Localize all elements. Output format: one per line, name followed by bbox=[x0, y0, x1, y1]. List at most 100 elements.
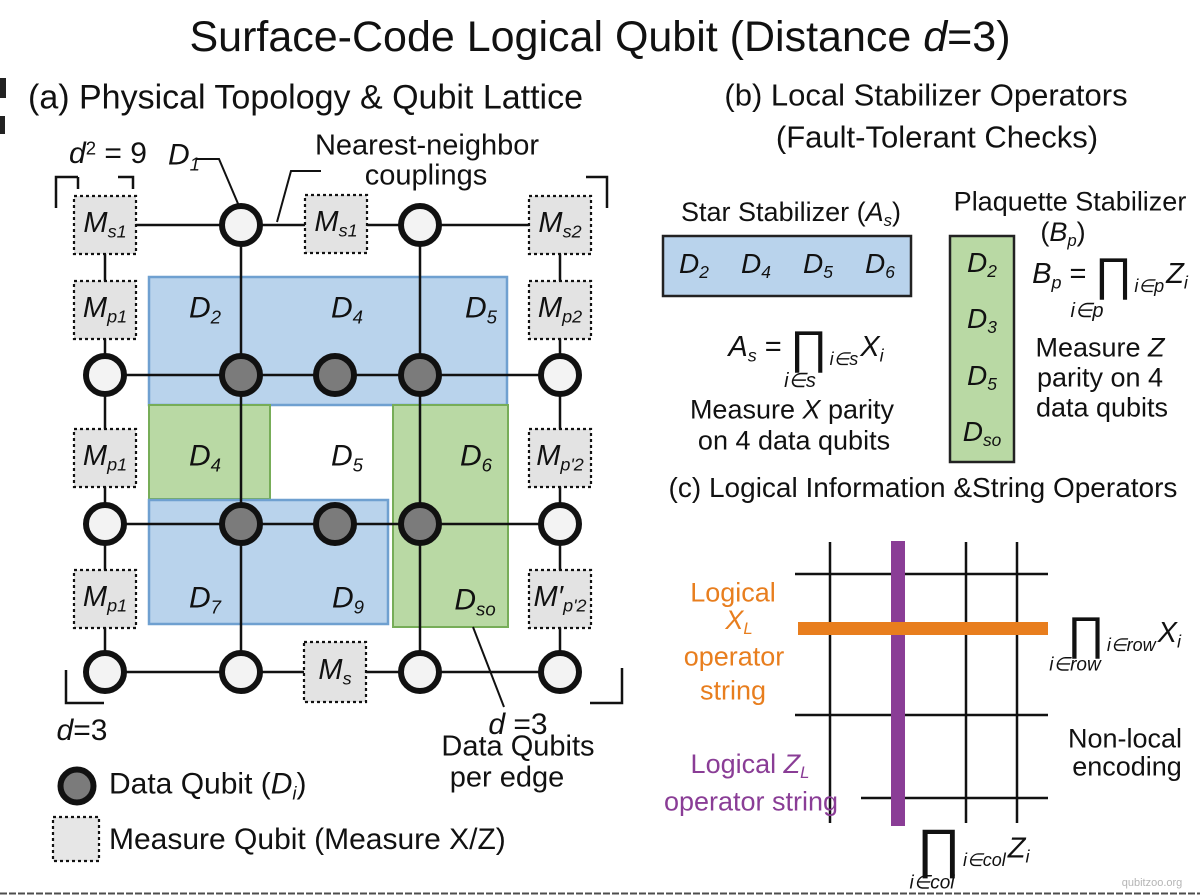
data-qubit-node bbox=[313, 353, 357, 397]
plaquette-stabilizer-formula: Bp = ∏ i∈pZi bbox=[1032, 248, 1188, 300]
boundary-qubit-node bbox=[83, 650, 127, 694]
plaquette-stabilizer-title-line2: (Bp) bbox=[1040, 216, 1086, 250]
region-label-d4-top: D4 bbox=[330, 291, 364, 328]
plaquette-qubit: Dso bbox=[962, 416, 1002, 451]
logical-x-label-line1: Logical bbox=[690, 577, 776, 608]
d-squared-sup: 2 bbox=[85, 137, 97, 159]
star-formula-under-label: i∈s bbox=[784, 370, 816, 393]
legend-swatches bbox=[51, 766, 101, 863]
logical-z-label-line1: Logical ZL bbox=[690, 748, 810, 782]
nonlocal-line1: Non-local bbox=[1067, 723, 1183, 754]
product-symbol: ∏ bbox=[1067, 607, 1105, 659]
d-squared-rest: = 9 bbox=[96, 136, 147, 170]
edge-note-line1: Data Qubits bbox=[441, 730, 595, 763]
plaquette-formula-under-label: i∈p bbox=[1070, 300, 1104, 323]
d3-left-label: d=3 bbox=[56, 713, 108, 747]
boundary-qubit-node bbox=[219, 650, 263, 694]
measure-qubit-box bbox=[527, 568, 593, 630]
star-qubit: D4 bbox=[741, 248, 771, 283]
region-label-d7: D7 bbox=[188, 581, 222, 618]
measure-box-label-mp1-1: Mp1 bbox=[82, 292, 128, 327]
col-product-formula: ∏ i∈colZi bbox=[916, 819, 1030, 879]
title-text-end: =3) bbox=[947, 12, 1011, 61]
measure-qubit-box bbox=[527, 194, 593, 256]
annotation-pointers bbox=[197, 158, 505, 708]
region-label-d6: D6 bbox=[459, 439, 493, 476]
measure-qubit-box bbox=[72, 194, 138, 256]
legend-data-qubit-swatch bbox=[57, 766, 97, 806]
boundary-qubit-node bbox=[538, 353, 582, 397]
measure-qubit-box bbox=[527, 279, 593, 341]
star-qubit: D2 bbox=[679, 248, 709, 283]
product-symbol: ∏ bbox=[1094, 248, 1133, 300]
data-qubit-node bbox=[398, 502, 442, 546]
region-label-dso: Dso bbox=[454, 583, 496, 620]
edge-note-line2: per edge bbox=[449, 761, 565, 794]
dimension-brackets bbox=[54, 175, 624, 705]
measure-qubit-boxes bbox=[72, 193, 593, 704]
region-label-d4-mid: D4 bbox=[188, 439, 222, 476]
title-distance-var: d bbox=[923, 12, 948, 61]
d1-label: D1 bbox=[167, 138, 201, 175]
plaquette-qubit: D5 bbox=[967, 359, 997, 394]
plaquette-caption-line3: data qubits bbox=[1035, 392, 1169, 423]
panel-a-heading: (a) Physical Topology & Qubit Lattice bbox=[28, 78, 583, 117]
star-qubit-box bbox=[661, 234, 913, 298]
measure-box-label-mp1-3: Mp1 bbox=[82, 581, 128, 616]
panel-c-heading: (c) Logical Information &String Operator… bbox=[668, 471, 1178, 503]
row-formula-under-label: i∈row bbox=[1049, 654, 1101, 676]
data-qubit-node bbox=[313, 502, 357, 546]
d-squared-base: d bbox=[69, 136, 86, 170]
star-qubit: D6 bbox=[865, 248, 895, 283]
data-qubit-node bbox=[219, 353, 263, 397]
bracket-top-right bbox=[586, 175, 609, 208]
d-squared-label: d2 = 9 bbox=[69, 136, 147, 170]
nearest-neighbor-label-line1: Nearest-neighbor bbox=[314, 129, 540, 162]
logical-x-label-line4: string bbox=[699, 675, 767, 706]
green-region-left bbox=[148, 404, 271, 500]
legend-measure-qubit-label: Measure Qubit (Measure X/Z) bbox=[109, 822, 506, 856]
boundary-qubit-node bbox=[538, 650, 582, 694]
measure-qubit-box bbox=[72, 568, 138, 630]
row-product-formula: ∏ i∈rowXi bbox=[1067, 607, 1181, 659]
legend-data-qubit-label: Data Qubit (Di) bbox=[109, 767, 307, 804]
plaquette-stabilizer-title-line1: Plaquette Stabilizer bbox=[953, 186, 1187, 217]
bracket-bottom-left bbox=[64, 670, 104, 705]
measure-box-label-ms-bottom: Ms bbox=[318, 654, 352, 689]
measure-box-label-m-prime-p2: M′p'2 bbox=[533, 581, 587, 616]
scan-artifact-mark bbox=[0, 78, 6, 98]
legend-measure-qubit-swatch bbox=[51, 815, 101, 863]
measure-qubit-box bbox=[527, 427, 593, 489]
boundary-qubit-node bbox=[219, 203, 263, 247]
bracket-top-left bbox=[54, 175, 78, 208]
measure-box-label-ms1-top-left: Ms1 bbox=[83, 207, 127, 242]
star-qubit: D5 bbox=[803, 248, 833, 283]
measure-box-label-mp1-2: Mp1 bbox=[82, 440, 128, 475]
watermark: qubitzoo.org bbox=[1121, 877, 1183, 890]
star-caption-line2: on 4 data qubits bbox=[697, 425, 891, 456]
d1-sub: 1 bbox=[189, 153, 201, 175]
plaquette-qubit-box bbox=[948, 234, 1016, 464]
region-label-d9: D9 bbox=[331, 581, 365, 618]
col-formula-under-label: i∈col bbox=[909, 872, 955, 894]
scan-artifact-mark bbox=[0, 116, 5, 134]
boundary-qubit-node bbox=[83, 353, 127, 397]
boundary-qubit-node bbox=[83, 502, 127, 546]
d1-main: D bbox=[167, 138, 190, 172]
star-stabilizer-formula: As = ∏ i∈sXi bbox=[728, 321, 884, 373]
boundary-qubit-node bbox=[398, 203, 442, 247]
stabilizer-regions bbox=[147, 275, 509, 628]
measure-qubit-box bbox=[303, 193, 369, 255]
logical-x-string-bar bbox=[798, 622, 1048, 635]
data-qubit-node bbox=[398, 353, 442, 397]
measure-box-label-ms2: Ms2 bbox=[538, 207, 582, 242]
star-stabilizer-title: Star Stabilizer (As) bbox=[681, 196, 901, 230]
dso-pointer-line bbox=[472, 626, 505, 708]
plaquette-qubit-list: D2 D3 D5 Dso bbox=[950, 236, 1014, 462]
logical-z-string-bar bbox=[891, 541, 905, 826]
logical-z-label-line2: operator string bbox=[663, 786, 839, 817]
plaquette-qubit: D3 bbox=[967, 303, 997, 338]
plaquette-caption-line2: parity on 4 bbox=[1036, 362, 1164, 393]
bracket-top-left-right-mark bbox=[118, 175, 135, 189]
